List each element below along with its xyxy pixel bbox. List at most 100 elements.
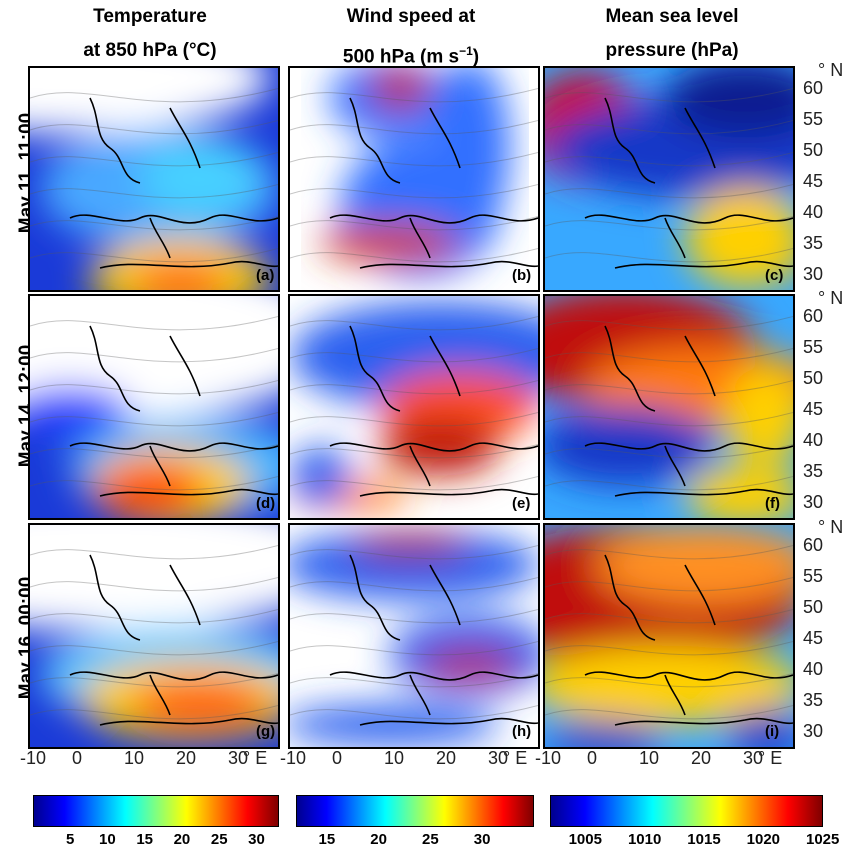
- longitude-tick-label: 10: [384, 748, 405, 768]
- colorbar-tick-label: 1015: [687, 831, 721, 848]
- contour-line: [290, 151, 538, 167]
- contour-line: [30, 151, 278, 167]
- contour-line: [545, 475, 793, 491]
- field-blob: [545, 406, 715, 486]
- column-title-pressure: Mean sea level pressure (hPa): [557, 0, 787, 68]
- map-panel-temp-1: [28, 66, 280, 292]
- contour-line: [545, 183, 793, 199]
- field-blob: [140, 138, 260, 218]
- column-title-line1: Temperature: [93, 6, 207, 27]
- latitude-tick-label: 35: [803, 690, 824, 710]
- contour-line: [290, 87, 538, 103]
- longitude-tick-label: 20: [176, 748, 197, 768]
- field-blob: [290, 446, 350, 506]
- contour-line: [30, 247, 278, 263]
- latitude-tick-label: 45: [803, 171, 824, 191]
- field-blob: [130, 263, 230, 290]
- column-title-line2: pressure (hPa): [605, 40, 739, 61]
- coastline: [69, 325, 278, 497]
- field-blob: [350, 533, 470, 557]
- contour-line: [545, 215, 793, 231]
- colorbar-tick-label: 5: [66, 831, 75, 848]
- field-blob: [30, 386, 130, 436]
- field-blob: [430, 68, 510, 238]
- contour-line: [545, 443, 793, 459]
- contour-line: [30, 183, 278, 199]
- field-shading: [30, 525, 278, 740]
- field-blob: [370, 68, 430, 108]
- colorbar-tick-label: 25: [210, 831, 228, 848]
- contour-line: [290, 183, 538, 199]
- contour-line: [30, 87, 278, 103]
- contour-line: [545, 315, 793, 331]
- contour-line: [30, 379, 278, 395]
- colorbar-tick-label: 25: [422, 831, 439, 848]
- contour-line: [545, 704, 793, 720]
- map-panel-wind-3: [288, 523, 540, 749]
- contour-line: [545, 87, 793, 103]
- coastline: [329, 97, 538, 269]
- column-title-superscript: −1: [459, 44, 473, 58]
- contour-line: [545, 247, 793, 263]
- longitude-unit-label: ° E: [758, 748, 783, 768]
- contour-line: [545, 576, 793, 592]
- contour-line: [30, 544, 278, 560]
- contour-line: [290, 704, 538, 720]
- contour-line: [30, 315, 278, 331]
- panel-label-c: (c): [765, 267, 784, 284]
- field-shading: [545, 68, 793, 288]
- coastline: [584, 325, 793, 497]
- map-panel-mslp-2: [543, 294, 795, 520]
- latitude-tick-label: 35: [803, 233, 824, 253]
- map-panel-mslp-1: [543, 66, 795, 292]
- column-title-line2: 500 hPa (m s−1): [296, 34, 526, 74]
- longitude-tick-label: 10: [639, 748, 660, 768]
- contour-line: [30, 119, 278, 135]
- field-blob: [725, 710, 793, 747]
- latitude-unit-label: ° N: [818, 60, 844, 80]
- latitude-tick-label: 55: [803, 337, 824, 357]
- coastline: [69, 554, 278, 726]
- colorbar-tick-label: 20: [173, 831, 191, 848]
- longitude-tick-label: 30: [743, 748, 764, 768]
- panel-label-h: (h): [512, 723, 532, 740]
- longitude-tick-label: 20: [436, 748, 457, 768]
- contour-line: [30, 576, 278, 592]
- contour-line: [545, 411, 793, 427]
- colorbar-tick-label: 1005: [568, 831, 602, 848]
- panel-label-b: (b): [512, 267, 532, 284]
- field-blob: [665, 68, 793, 138]
- contour-line: [545, 151, 793, 167]
- field-blob: [30, 525, 278, 630]
- field-blob: [290, 705, 500, 745]
- longitude-tick-label: 0: [332, 748, 343, 768]
- longitude-tick-label: -10: [280, 748, 307, 768]
- longitude-unit-label: ° E: [503, 748, 528, 768]
- column-title-line1: Wind speed at: [346, 6, 476, 27]
- field-shading: [545, 296, 793, 518]
- contour-line: [30, 640, 278, 656]
- contour-line: [30, 443, 278, 459]
- contour-line: [545, 379, 793, 395]
- contour-line: [545, 544, 793, 560]
- column-title-wind-speed: Wind speed at 500 hPa (m s−1): [296, 0, 526, 74]
- contour-line: [290, 475, 538, 491]
- longitude-unit-label: ° E: [243, 748, 268, 768]
- coastline: [69, 97, 278, 269]
- contour-line: [30, 608, 278, 624]
- column-title-temperature: Temperature at 850 hPa (°C): [35, 0, 265, 68]
- map-panel-mslp-3: [543, 523, 795, 749]
- latitude-tick-label: 30: [803, 492, 824, 512]
- latitude-tick-label: 60: [803, 535, 824, 555]
- panel-label-d: (d): [256, 495, 276, 512]
- field-blob: [320, 223, 460, 263]
- contour-line: [545, 347, 793, 363]
- longitude-tick-label: 30: [228, 748, 249, 768]
- longitude-tick-label: 30: [488, 748, 509, 768]
- coastline: [584, 554, 793, 726]
- contour-line: [290, 379, 538, 395]
- colorbar-tick-label: 15: [318, 831, 336, 848]
- contour-line: [30, 411, 278, 427]
- contour-line: [290, 119, 538, 135]
- contour-line: [290, 640, 538, 656]
